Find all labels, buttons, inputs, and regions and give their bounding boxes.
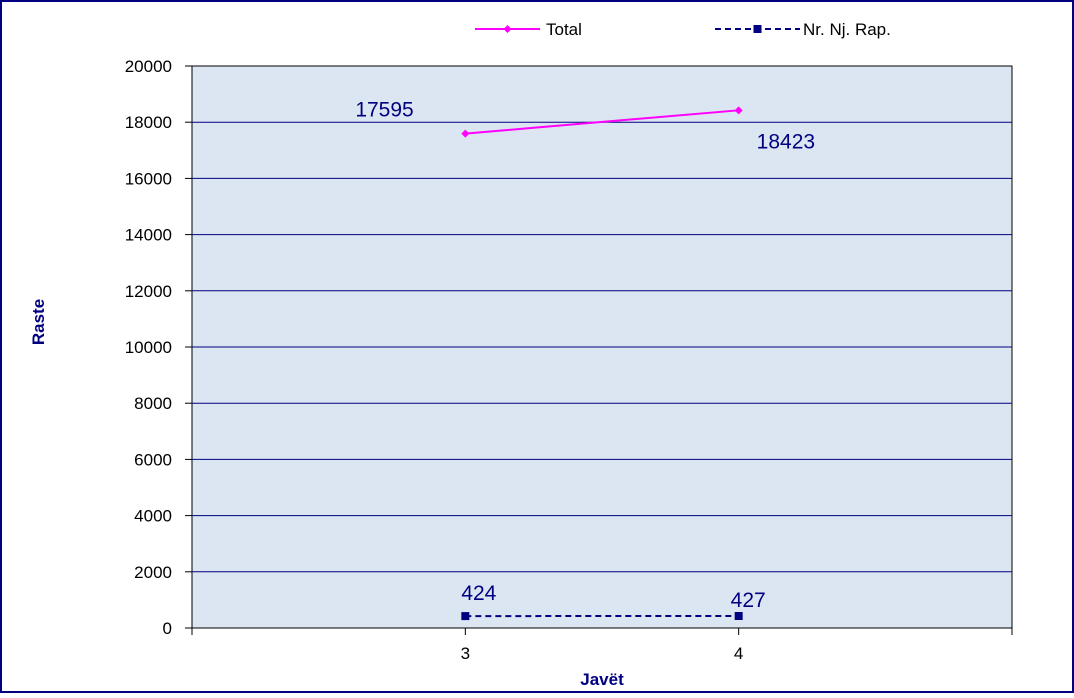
y-tick-label: 0 bbox=[163, 619, 172, 638]
y-tick-label: 12000 bbox=[125, 282, 172, 301]
y-tick-label: 2000 bbox=[134, 563, 172, 582]
data-label: 427 bbox=[731, 589, 766, 612]
x-tick-label: 3 bbox=[461, 644, 470, 663]
y-axis-title: Raste bbox=[29, 299, 48, 345]
y-tick-label: 20000 bbox=[125, 57, 172, 76]
legend-label: Total bbox=[546, 20, 582, 39]
y-tick-label: 18000 bbox=[125, 113, 172, 132]
y-tick-label: 4000 bbox=[134, 507, 172, 526]
y-tick-label: 8000 bbox=[134, 394, 172, 413]
y-tick-label: 10000 bbox=[125, 338, 172, 357]
y-tick-label: 6000 bbox=[134, 450, 172, 469]
x-axis-title: Javët bbox=[580, 670, 624, 689]
data-label: 18423 bbox=[757, 130, 815, 153]
y-tick-label: 14000 bbox=[125, 226, 172, 245]
data-point bbox=[461, 612, 469, 620]
x-tick-label: 4 bbox=[734, 644, 743, 663]
legend-marker bbox=[754, 25, 762, 33]
y-tick-label: 16000 bbox=[125, 169, 172, 188]
legend-label: Nr. Nj. Rap. bbox=[803, 20, 891, 39]
data-label: 424 bbox=[461, 582, 496, 605]
data-point bbox=[735, 612, 743, 620]
data-label: 17595 bbox=[355, 99, 413, 122]
